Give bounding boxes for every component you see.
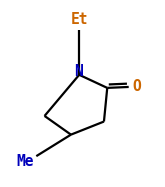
Text: O: O bbox=[132, 79, 141, 94]
Text: Et: Et bbox=[70, 12, 88, 27]
Text: Me: Me bbox=[17, 154, 34, 169]
Text: N: N bbox=[74, 65, 83, 79]
